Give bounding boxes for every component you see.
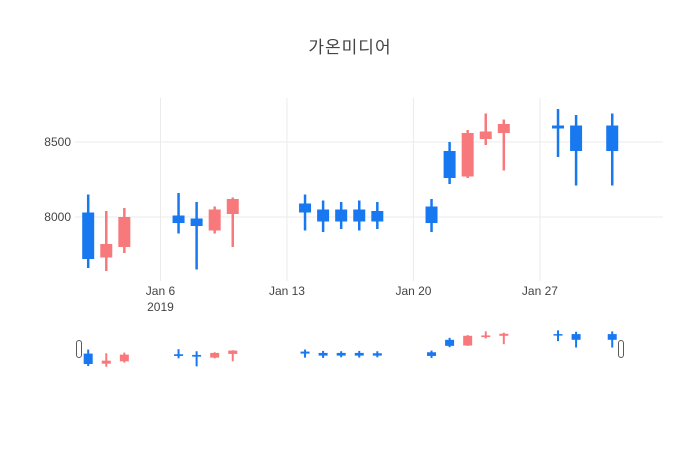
candle-body bbox=[497, 124, 510, 133]
rangeslider-candle-body bbox=[499, 333, 509, 336]
candle-2019-01-28[interactable] bbox=[552, 109, 565, 157]
candle-2019-01-31[interactable] bbox=[606, 113, 619, 186]
candle-2019-01-07[interactable] bbox=[172, 193, 185, 234]
rangeslider-candle-body bbox=[119, 354, 129, 362]
rangeslider-candle-body bbox=[336, 352, 346, 356]
rangeslider-candle-2019-01-04 bbox=[119, 352, 129, 363]
rangeslider-candle-2019-01-25 bbox=[499, 332, 509, 345]
rangeslider-candle-2019-01-29 bbox=[571, 331, 581, 348]
rangeslider-candle-2019-01-14 bbox=[300, 349, 310, 358]
candle-2019-01-15[interactable] bbox=[317, 200, 330, 233]
rangeslider-candle-2019-01-17 bbox=[354, 350, 364, 358]
candle-body bbox=[172, 215, 185, 223]
x-tick-label-Jan-27: Jan 27 bbox=[521, 284, 558, 298]
rangeslider-candle-body bbox=[192, 354, 202, 357]
rangeslider-candle-2019-01-21 bbox=[427, 350, 437, 358]
rangeslider-candle-body bbox=[228, 350, 238, 354]
candle-body bbox=[82, 212, 95, 259]
candle-2019-01-23[interactable] bbox=[461, 130, 474, 178]
x-tick-label-Jan-20: Jan 20 bbox=[395, 284, 432, 298]
candle-2019-01-29[interactable] bbox=[570, 115, 583, 186]
rangeslider-candle-2019-01-24 bbox=[481, 331, 491, 339]
rangeslider-candle-body bbox=[210, 352, 220, 358]
rangeslider-candle-body bbox=[318, 352, 328, 356]
candle-2019-01-24[interactable] bbox=[479, 113, 492, 146]
rangeslider-candle-body bbox=[607, 334, 617, 340]
rangeslider-candle-body bbox=[463, 335, 473, 346]
candle-body bbox=[317, 209, 330, 222]
candle-2019-01-09[interactable] bbox=[208, 206, 221, 234]
rangeslider-candle-2019-01-31 bbox=[607, 331, 617, 348]
rangeslider-candle-2019-01-15 bbox=[318, 350, 328, 358]
candle-2019-01-22[interactable] bbox=[443, 142, 456, 184]
candle-body bbox=[118, 217, 131, 247]
candle-body bbox=[425, 206, 438, 223]
rangeslider-left-handle[interactable] bbox=[76, 340, 82, 358]
rangeslider-candle-2019-01-16 bbox=[336, 351, 346, 358]
candle-body bbox=[443, 151, 456, 178]
chart-title: 가온미디어 bbox=[308, 38, 392, 57]
rangeslider-candle-body bbox=[553, 334, 563, 336]
candle-2019-01-21[interactable] bbox=[425, 199, 438, 232]
candle-body bbox=[552, 125, 565, 129]
candle-body bbox=[208, 209, 221, 231]
candle-2019-01-03[interactable] bbox=[100, 211, 113, 271]
rangeslider-candle-2019-01-08 bbox=[192, 351, 202, 367]
candle-body bbox=[226, 199, 239, 214]
rangeslider-candle-2019-01-22 bbox=[445, 337, 455, 348]
rangeslider-candle-body bbox=[300, 351, 310, 354]
rangeslider-candle-body bbox=[174, 354, 184, 356]
rangeslider-candle-2019-01-02 bbox=[83, 349, 93, 367]
rangeslider-candle-body bbox=[427, 352, 437, 356]
candle-2019-01-10[interactable] bbox=[226, 197, 239, 248]
candle-body bbox=[371, 211, 384, 222]
rangeslider-candle-2019-01-18 bbox=[372, 351, 382, 358]
candle-2019-01-25[interactable] bbox=[497, 119, 510, 171]
candle-2019-01-14[interactable] bbox=[299, 194, 312, 231]
candle-body bbox=[461, 133, 474, 177]
candle-2019-01-08[interactable] bbox=[190, 202, 203, 270]
candle-2019-01-04[interactable] bbox=[118, 208, 131, 253]
candle-body bbox=[190, 218, 203, 226]
candle-body bbox=[479, 131, 492, 139]
candle-2019-01-16[interactable] bbox=[335, 202, 348, 229]
rangeslider-candle-body bbox=[481, 335, 491, 338]
rangeslider-candle-body bbox=[83, 353, 93, 365]
candle-body bbox=[570, 125, 583, 151]
candle-body bbox=[335, 209, 348, 222]
x-tick-sublabel-2019: 2019 bbox=[147, 300, 174, 314]
candle-body bbox=[299, 203, 312, 213]
rangeslider-candle-2019-01-07 bbox=[174, 349, 184, 359]
x-tick-label-Jan-6: Jan 6 bbox=[145, 284, 176, 298]
candle-body bbox=[606, 125, 619, 151]
candle-2019-01-02[interactable] bbox=[82, 194, 95, 269]
candle-2019-01-17[interactable] bbox=[353, 200, 366, 231]
rangeslider-candle-2019-01-23 bbox=[463, 335, 473, 346]
candle-body bbox=[100, 244, 113, 258]
rangeslider-candle-body bbox=[445, 339, 455, 346]
candle-body bbox=[353, 209, 366, 222]
rangeslider-candle-2019-01-10 bbox=[228, 350, 238, 362]
rangeslider-candle-2019-01-09 bbox=[210, 352, 220, 359]
rangeslider-candle-2019-01-28 bbox=[553, 330, 563, 342]
rangeslider-candle-body bbox=[571, 334, 581, 340]
rangeslider-candle-body bbox=[354, 352, 364, 356]
rangeslider-right-handle[interactable] bbox=[618, 340, 624, 358]
candle-2019-01-18[interactable] bbox=[371, 202, 384, 229]
rangeslider-candle-body bbox=[101, 360, 111, 364]
rangeslider-candle-2019-01-03 bbox=[101, 353, 111, 367]
y-tick-label-8500: 8500 bbox=[44, 135, 71, 149]
y-tick-label-8000: 8000 bbox=[44, 210, 71, 224]
x-tick-label-Jan-13: Jan 13 bbox=[268, 284, 305, 298]
rangeslider-candle-body bbox=[372, 353, 382, 356]
